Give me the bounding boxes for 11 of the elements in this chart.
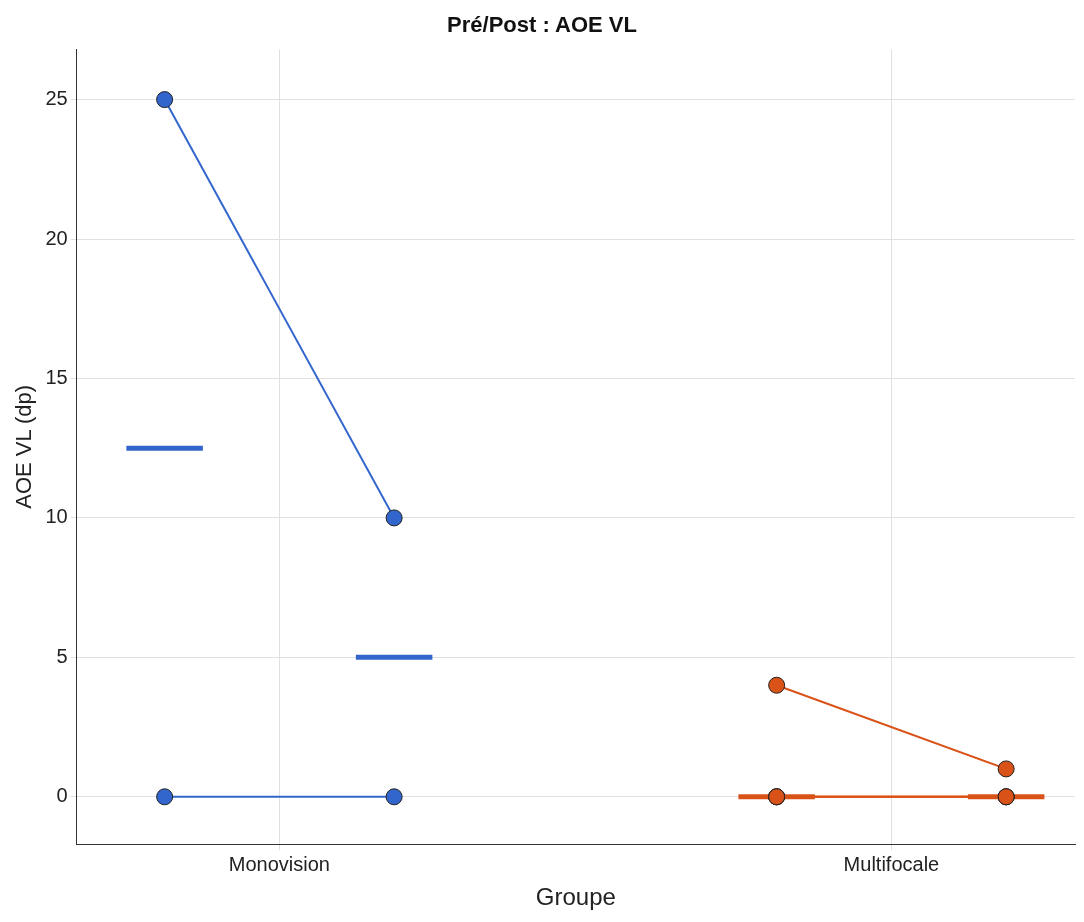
y-tick-label: 25 xyxy=(45,87,68,110)
x-tick-label: Monovision xyxy=(228,852,330,875)
y-tick-label: 15 xyxy=(45,365,68,388)
chart-title: Pré/Post : AOE VL xyxy=(447,12,637,38)
y-tick-label: 10 xyxy=(45,505,68,528)
y-tick-label: 20 xyxy=(45,226,68,249)
y-tick-label: 5 xyxy=(56,644,68,667)
y-tick-label: 0 xyxy=(56,784,68,807)
x-tick-label: Multifocale xyxy=(843,852,940,875)
y-axis-title: AOE VL (dp) xyxy=(11,384,37,509)
x-axis-title: Groupe xyxy=(535,883,616,911)
